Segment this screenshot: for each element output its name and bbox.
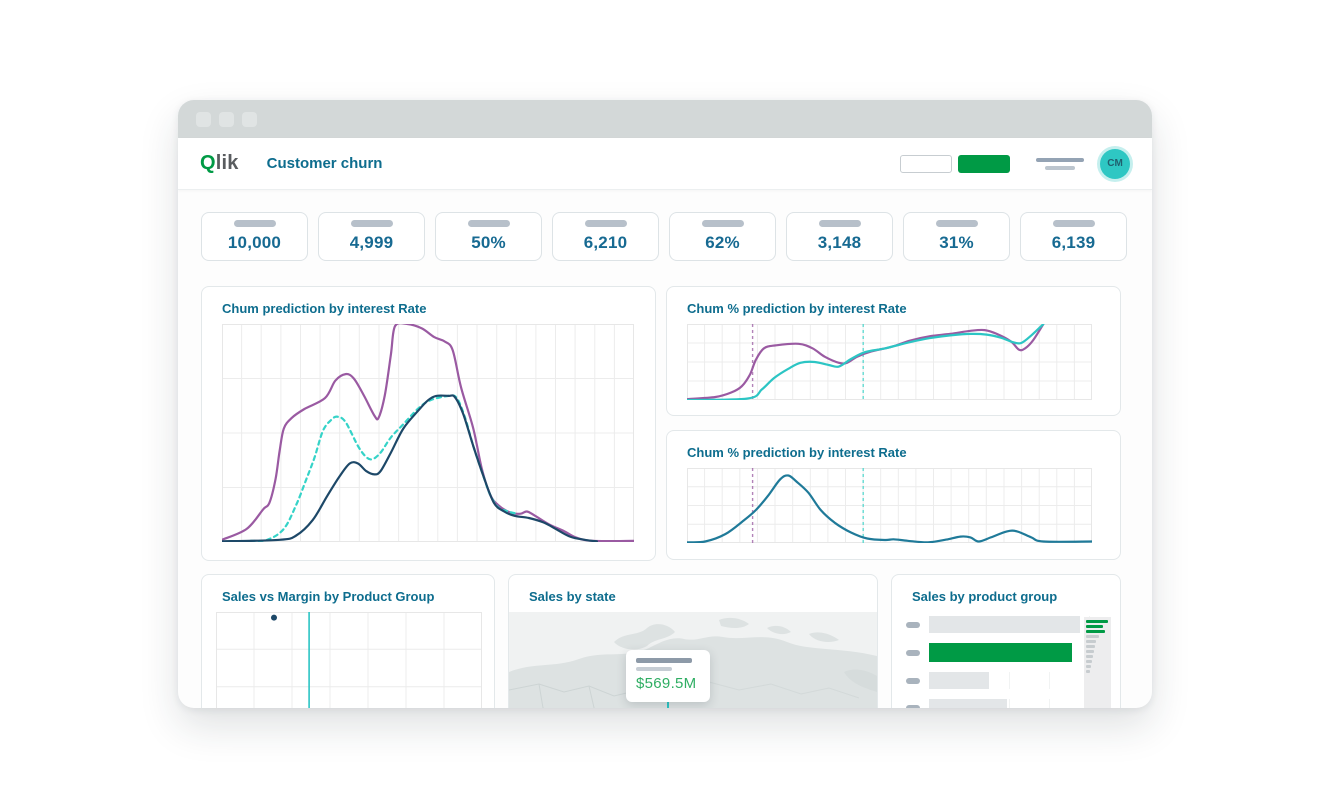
primary-action-button[interactable] [958,154,1010,173]
tooltip-sublabel-placeholder [636,667,672,671]
sales-by-product-group-card: Sales by product group [891,574,1121,708]
chart-title: Sales by product group [912,589,1058,604]
qlik-logo: Qlik [200,152,239,175]
churn-prediction-card: Chum prediction by interest Rate [201,286,656,561]
kpi-card[interactable]: 31% [903,212,1010,261]
kpi-row: 10,000 4,999 50% 6,210 62% [201,212,1129,261]
bar-row[interactable] [906,672,1120,689]
app-window: Qlik Customer churn CM 10,000 4,999 50% [178,100,1152,708]
kpi-value: 31% [939,233,974,252]
chart-minimap[interactable] [1084,617,1111,708]
kpi-value: 3,148 [817,233,862,252]
bar-row[interactable] [906,643,1120,662]
churn-prediction-chart[interactable] [220,321,636,543]
sales-vs-margin-card: Sales vs Margin by Product Group [201,574,495,708]
chart-title: Sales by state [529,589,616,604]
kpi-card[interactable]: 6,139 [1020,212,1127,261]
kpi-value: 4,999 [349,233,394,252]
bar-label-placeholder [906,704,920,708]
menu-icon[interactable] [1036,157,1084,170]
toolbar-input[interactable] [900,154,952,173]
kpi-value: 6,139 [1051,233,1096,252]
kpi-card[interactable]: 4,999 [318,212,425,261]
bar[interactable] [929,699,1007,708]
sales-by-state-card: Sales by state [508,574,878,708]
window-titlebar[interactable] [178,100,1152,138]
qlik-logo-rest: lik [215,152,239,174]
bar[interactable] [929,616,1080,633]
kpi-card[interactable]: 50% [435,212,542,261]
kpi-card[interactable]: 10,000 [201,212,308,261]
bar-label-placeholder [906,621,920,628]
kpi-label-placeholder [233,220,276,227]
kpi-card[interactable]: 3,148 [786,212,893,261]
sales-by-product-group-chart[interactable] [906,616,1120,708]
chart-title: Chum % prediction by interest Rate [687,445,907,460]
chart-title: Chum % prediction by interest Rate [687,301,907,316]
tooltip-value: $569.5M [636,675,697,692]
sales-by-state-map[interactable]: $569.5M [509,612,877,708]
churn-pct-top-card: Chum % prediction by interest Rate [666,286,1121,416]
window-control-icon [242,111,257,127]
kpi-label-placeholder [935,220,978,227]
map-tooltip: $569.5M [626,650,710,702]
kpi-value: 10,000 [227,233,282,252]
kpi-value: 6,210 [583,233,628,252]
sales-vs-margin-chart[interactable] [215,611,483,708]
kpi-label-placeholder [467,220,510,227]
chart-title: Chum prediction by interest Rate [222,301,427,316]
qlik-logo-q: Q [200,152,216,174]
kpi-label-placeholder [701,220,744,227]
window-control-icon [196,111,211,127]
bar-row[interactable] [906,616,1120,633]
map-pin-line [667,702,669,708]
churn-pct-top-chart[interactable] [685,322,1093,402]
app-header: Qlik Customer churn CM [178,138,1152,190]
churn-pct-bottom-chart[interactable] [685,467,1094,544]
avatar[interactable]: CM [1100,148,1130,179]
bar[interactable] [929,643,1072,662]
tooltip-label-placeholder [636,658,692,663]
bar[interactable] [929,672,989,689]
kpi-label-placeholder [350,220,393,227]
kpi-label-placeholder [584,220,627,227]
kpi-card[interactable]: 6,210 [552,212,659,261]
churn-pct-bottom-card: Chum % prediction by interest Rate [666,430,1121,560]
chart-title: Sales vs Margin by Product Group [222,589,435,604]
kpi-label-placeholder [1052,220,1095,227]
kpi-label-placeholder [818,220,861,227]
kpi-value: 50% [471,233,506,252]
kpi-card[interactable]: 62% [669,212,776,261]
bar-label-placeholder [906,677,920,684]
dashboard-content: 10,000 4,999 50% 6,210 62% [178,190,1152,708]
window-control-icon [219,111,234,127]
bar-row[interactable] [906,699,1120,708]
kpi-value: 62% [705,233,740,252]
bar-label-placeholder [906,649,920,656]
page-title: Customer churn [266,155,383,172]
